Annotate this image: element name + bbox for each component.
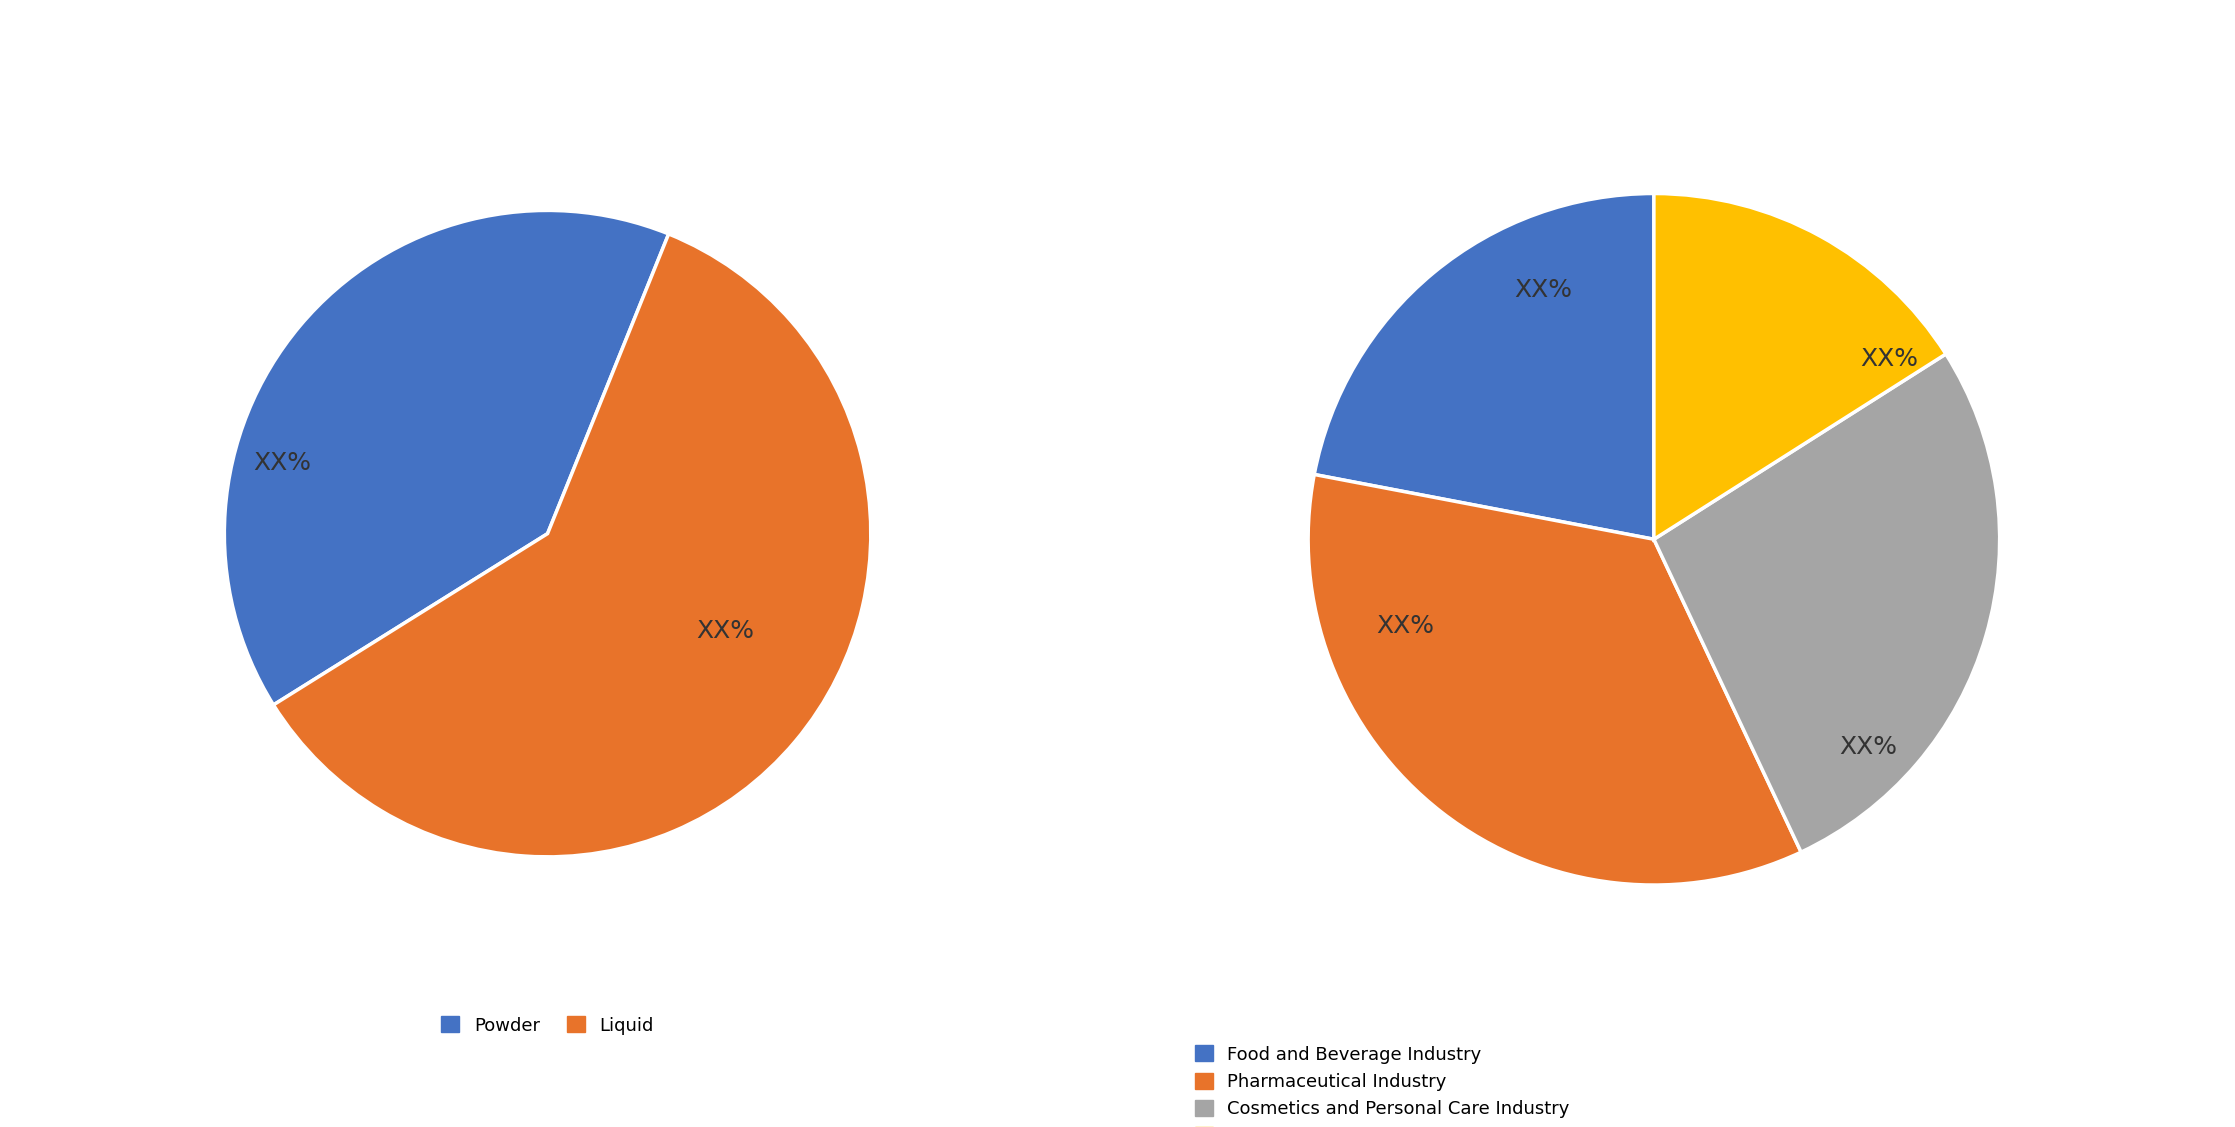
Text: XX%: XX% <box>1839 735 1898 758</box>
Text: Source: Theindustrystats Analysis: Source: Theindustrystats Analysis <box>45 1080 391 1098</box>
Wedge shape <box>1307 474 1801 885</box>
Wedge shape <box>273 234 872 857</box>
Legend: Powder, Liquid: Powder, Liquid <box>434 1009 662 1041</box>
Text: XX%: XX% <box>697 619 755 642</box>
Wedge shape <box>1654 354 2000 852</box>
Text: XX%: XX% <box>1377 614 1435 638</box>
Text: XX%: XX% <box>253 451 311 474</box>
Text: Website: www.theindustrystats.com: Website: www.theindustrystats.com <box>1822 1080 2190 1098</box>
Wedge shape <box>224 211 668 704</box>
Wedge shape <box>1654 194 1947 539</box>
Legend: Food and Beverage Industry, Pharmaceutical Industry, Cosmetics and Personal Care: Food and Beverage Industry, Pharmaceutic… <box>1187 1038 1578 1127</box>
Text: XX%: XX% <box>1515 278 1571 302</box>
Wedge shape <box>1314 194 1654 539</box>
Text: Email: sales@theindustrystats.com: Email: sales@theindustrystats.com <box>941 1080 1294 1098</box>
Text: Fig. Global Compressible Sugar Market Share by Product Types & Application: Fig. Global Compressible Sugar Market Sh… <box>27 34 1299 62</box>
Text: XX%: XX% <box>1860 347 1918 372</box>
